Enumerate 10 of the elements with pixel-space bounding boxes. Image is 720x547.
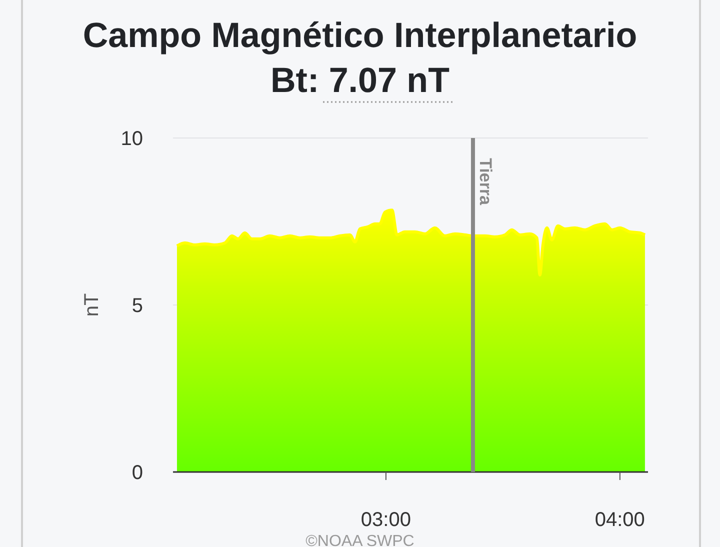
x-tick-label: 03:00 — [360, 509, 411, 531]
ref-line-label: Tierra — [476, 158, 495, 206]
y-axis-title: nT — [81, 293, 103, 317]
y-tick-label: 10 — [120, 128, 143, 150]
y-tick-label: 0 — [132, 462, 143, 484]
chart-subtitle: Bt: 7.07 nT — [270, 61, 450, 100]
y-tick-label: 5 — [132, 295, 143, 317]
text: ©NOAA SWPC — [306, 533, 414, 547]
x-tick-label: 04:00 — [594, 509, 645, 531]
chart-title: Campo Magnético Interplanetario — [82, 16, 638, 55]
